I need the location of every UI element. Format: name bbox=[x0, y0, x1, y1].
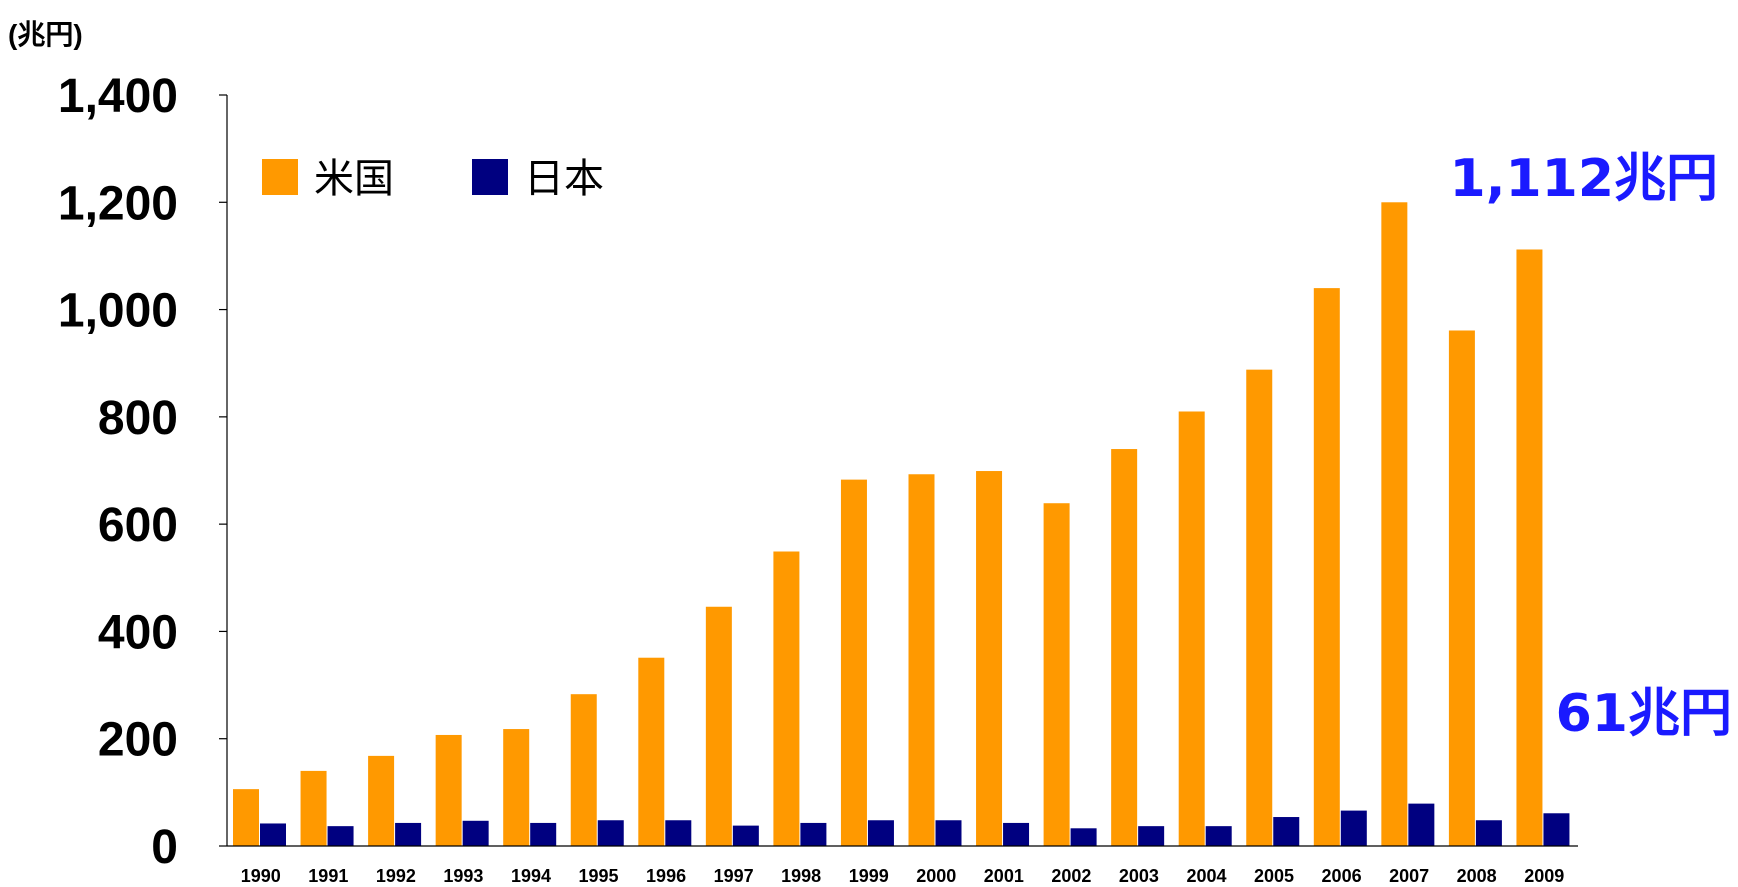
bar-us-1997 bbox=[705, 606, 732, 846]
annotation-us-2009: 1,112兆円 bbox=[1450, 149, 1718, 209]
bar-us-1990 bbox=[233, 789, 259, 846]
bar-us-1996 bbox=[638, 657, 665, 846]
x-tick-label: 2008 bbox=[1457, 866, 1497, 886]
bar-us-1993 bbox=[435, 734, 462, 846]
bar-japan-1996 bbox=[665, 820, 692, 846]
x-tick-label: 2004 bbox=[1186, 866, 1226, 886]
bar-us-2001 bbox=[976, 471, 1003, 846]
legend-swatch-japan bbox=[472, 159, 508, 195]
bar-japan-2001 bbox=[1003, 822, 1030, 846]
bar-japan-1997 bbox=[732, 825, 759, 846]
bar-japan-1995 bbox=[597, 820, 624, 846]
y-tick-label: 1,000 bbox=[58, 285, 178, 338]
bar-japan-1992 bbox=[395, 822, 422, 846]
x-tick-label: 2006 bbox=[1322, 866, 1362, 886]
x-tick-label: 1996 bbox=[646, 866, 686, 886]
bar-japan-2006 bbox=[1340, 810, 1367, 846]
unit-label: (兆円) bbox=[8, 19, 83, 50]
bar-us-1991 bbox=[300, 770, 327, 846]
x-tick-label: 2000 bbox=[916, 866, 956, 886]
bar-us-1995 bbox=[570, 694, 597, 846]
bar-japan-2005 bbox=[1273, 817, 1300, 846]
legend-swatch-us bbox=[262, 159, 298, 195]
x-tick-label: 1995 bbox=[579, 866, 619, 886]
x-tick-label: 2001 bbox=[984, 866, 1024, 886]
x-tick-label: 1998 bbox=[781, 866, 821, 886]
bar-us-2008 bbox=[1448, 330, 1475, 846]
legend: 米国 日本 bbox=[262, 156, 604, 202]
x-tick-label: 2003 bbox=[1119, 866, 1159, 886]
x-tick-label: 1997 bbox=[714, 866, 754, 886]
x-tick-label: 1991 bbox=[308, 866, 348, 886]
x-tick-label: 2002 bbox=[1051, 866, 1091, 886]
x-tick-label: 2009 bbox=[1524, 866, 1564, 886]
x-tick-label: 2007 bbox=[1389, 866, 1429, 886]
bar-us-1992 bbox=[368, 755, 395, 846]
bar-us-2007 bbox=[1381, 202, 1408, 847]
bar-japan-2003 bbox=[1138, 826, 1165, 846]
bar-us-1998 bbox=[773, 551, 800, 846]
bar-japan-2007 bbox=[1408, 803, 1435, 846]
bar-japan-1999 bbox=[867, 820, 894, 846]
bar-us-2006 bbox=[1313, 288, 1340, 847]
bar-japan-1993 bbox=[462, 820, 489, 846]
y-tick-label: 0 bbox=[151, 821, 178, 874]
y-tick-label: 400 bbox=[98, 606, 178, 659]
bar-us-2004 bbox=[1178, 411, 1205, 846]
x-tick-label: 1992 bbox=[376, 866, 416, 886]
bar-japan-1990 bbox=[260, 823, 286, 846]
bar-japan-1994 bbox=[530, 822, 557, 846]
bar-us-2005 bbox=[1246, 369, 1273, 846]
y-tick-label: 1,200 bbox=[58, 177, 178, 230]
bar-japan-2008 bbox=[1475, 820, 1502, 846]
legend-label-japan: 日本 bbox=[524, 156, 604, 202]
y-tick-label: 800 bbox=[98, 392, 178, 445]
bar-us-2009 bbox=[1516, 249, 1543, 846]
x-tick-label: 1999 bbox=[849, 866, 889, 886]
legend-label-us: 米国 bbox=[314, 156, 394, 202]
x-tick-label: 1994 bbox=[511, 866, 551, 886]
bar-japan-2009 bbox=[1543, 813, 1570, 846]
x-tick-label: 1993 bbox=[443, 866, 483, 886]
bar-japan-2004 bbox=[1205, 826, 1232, 846]
bar-japan-1998 bbox=[800, 822, 827, 846]
bar-us-1994 bbox=[503, 729, 530, 846]
bar-us-2003 bbox=[1111, 449, 1138, 846]
bar-japan-2002 bbox=[1070, 828, 1097, 846]
bar-us-2000 bbox=[908, 474, 935, 846]
y-tick-label: 200 bbox=[98, 714, 178, 767]
bar-japan-2000 bbox=[935, 820, 962, 846]
x-tick-label: 2005 bbox=[1254, 866, 1294, 886]
y-tick-label: 600 bbox=[98, 499, 178, 552]
annotation-japan-2009: 61兆円 bbox=[1556, 684, 1732, 744]
x-axis: 1990 1991 1992 1993 1994 1995 1996 1997 1998 1999… bbox=[227, 845, 1578, 886]
y-tick-label: 1,400 bbox=[58, 70, 178, 123]
bar-us-2002 bbox=[1043, 503, 1070, 846]
x-tick-label: 1990 bbox=[241, 866, 281, 886]
bar-japan-1991 bbox=[327, 826, 354, 846]
bar-us-1999 bbox=[840, 479, 867, 846]
bars bbox=[233, 202, 1570, 847]
y-axis: 0 200 400 600 800 1,000 1,200 1,400 bbox=[58, 70, 228, 874]
